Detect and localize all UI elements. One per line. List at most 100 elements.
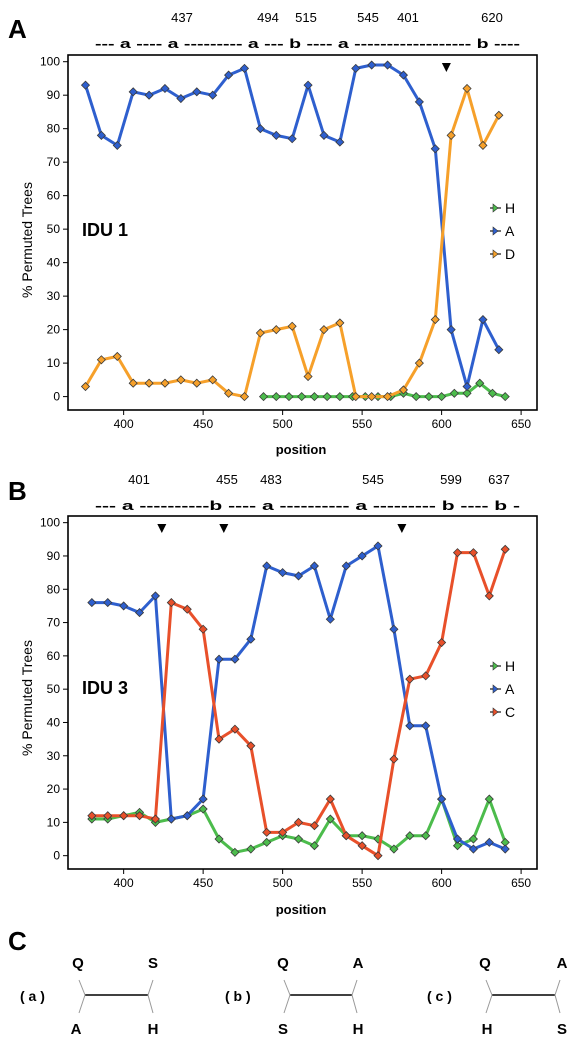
x-axis-label: position: [276, 902, 327, 917]
data-point-d: [303, 371, 313, 382]
data-point-a: [271, 130, 281, 140]
y-axis-label: % Permuted Trees: [19, 182, 35, 298]
axis-ticks: 0 10 20 30 40 50 60 70 80 90 100 400 450 500 550 600 650: [40, 516, 531, 890]
y-tick-label: 30: [47, 289, 61, 303]
y-tick-label: 60: [47, 649, 61, 663]
data-point-d: [239, 392, 250, 402]
data-point-a: [335, 137, 345, 147]
data-point-a: [112, 140, 122, 150]
breakpoint-arrowhead: [397, 524, 407, 533]
data-point-d: [287, 321, 297, 331]
y-tick-label: 40: [47, 715, 61, 729]
breakpoint-label: 620: [481, 10, 503, 25]
tree-leaf-bottom-left: A: [71, 1021, 82, 1038]
data-point-d: [271, 325, 281, 335]
legend-swatch-c: [492, 707, 499, 717]
breakpoint-label: 437: [171, 10, 193, 25]
data-point-a: [500, 844, 510, 854]
data-point-a: [293, 571, 304, 581]
legend-swatch-h: [492, 203, 499, 213]
tree-leaf-branch: [147, 979, 154, 996]
quartet-tree-a: ( a ) Q S A H: [20, 955, 158, 1038]
x-tick-label: 500: [273, 417, 293, 431]
tree-label: ( c ): [427, 988, 452, 1004]
data-point-d: [430, 315, 440, 325]
tree-leaf-top-right: A: [557, 955, 568, 972]
legend: HAD: [490, 200, 515, 262]
data-point-a: [230, 654, 240, 664]
y-axis-label: % Permuted Trees: [19, 640, 35, 756]
x-tick-label: 400: [114, 417, 134, 431]
data-point-c: [166, 598, 176, 608]
breakpoint-label: 401: [397, 10, 419, 25]
panel-letter-c: C: [8, 926, 27, 956]
data-point-a: [87, 598, 97, 608]
panel-a: A 401 437 494 515 545 620 --- a ---- a -…: [8, 10, 538, 457]
data-point-a: [319, 130, 329, 140]
data-point-c: [134, 811, 145, 821]
data-point-d: [160, 378, 170, 388]
data-point-c: [103, 811, 113, 821]
data-point-h: [475, 378, 485, 388]
tree-leaf-branch: [78, 994, 86, 1014]
data-point-c: [150, 814, 161, 824]
y-tick-label: 80: [47, 582, 61, 596]
data-point-a: [325, 614, 335, 624]
breakpoint-label: 483: [260, 472, 282, 487]
data-point-c: [87, 811, 97, 821]
y-tick-label: 10: [47, 356, 61, 370]
y-tick-label: 40: [47, 256, 61, 270]
data-point-h: [262, 837, 272, 847]
tree-leaf-branch: [78, 979, 86, 996]
data-point-c: [452, 548, 463, 558]
data-point-a: [341, 561, 351, 571]
legend: HAC: [490, 658, 515, 720]
data-point-d: [176, 375, 186, 385]
x-tick-label: 550: [352, 417, 372, 431]
x-tick-label: 450: [193, 876, 213, 890]
data-point-a: [255, 124, 265, 134]
y-tick-label: 30: [47, 749, 61, 763]
tree-leaf-branch: [485, 979, 493, 996]
data-point-d: [144, 378, 154, 388]
tree-leaf-top-left: Q: [277, 955, 289, 972]
data-point-a: [430, 144, 440, 154]
data-point-h: [230, 847, 240, 857]
data-point-a: [119, 601, 129, 611]
data-point-d: [319, 325, 329, 335]
data-point-a: [103, 598, 113, 608]
legend-swatch-h: [492, 661, 499, 671]
x-tick-label: 600: [432, 417, 452, 431]
region-line: --- a ----------b ---- a ---------- a --…: [95, 498, 520, 513]
data-point-a: [192, 87, 202, 97]
legend-swatch-d: [492, 249, 499, 259]
data-point-h: [309, 841, 319, 851]
data-point-c: [405, 674, 415, 684]
data-point-h: [487, 388, 498, 398]
tree-leaf-bottom-left: S: [278, 1021, 288, 1038]
data-point-d: [367, 392, 377, 402]
breakpoint-label: 545: [357, 10, 379, 25]
data-point-d: [398, 385, 409, 395]
breakpoint-label: 455: [216, 472, 238, 487]
x-tick-label: 650: [511, 876, 531, 890]
data-point-h: [437, 392, 447, 402]
data-point-c: [230, 724, 240, 734]
data-point-c: [437, 637, 447, 648]
legend-swatch-a: [492, 684, 499, 694]
data-point-h: [468, 834, 478, 844]
tree-label: ( a ): [20, 988, 45, 1004]
data-point-a: [446, 325, 456, 335]
data-point-a: [128, 87, 138, 97]
data-point-d: [414, 358, 424, 368]
data-point-a: [494, 345, 504, 355]
breakpoint-label: 494: [257, 10, 279, 25]
y-tick-label: 60: [47, 189, 61, 203]
data-point-c: [484, 591, 494, 601]
quartet-tree-b: ( b ) Q A S H: [225, 955, 364, 1038]
tree-leaf-branch: [485, 994, 493, 1014]
data-point-a: [357, 551, 367, 561]
x-tick-label: 400: [114, 876, 134, 890]
legend-swatch-a: [492, 226, 499, 236]
data-point-a: [398, 70, 409, 80]
